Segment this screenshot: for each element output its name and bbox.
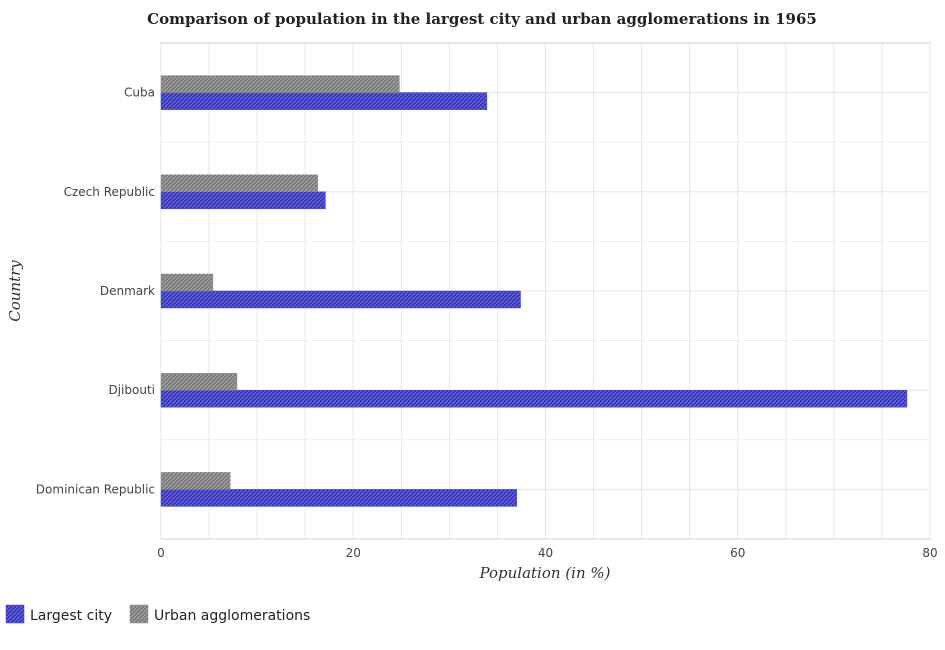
bar-urban-agglomerations [160, 372, 238, 391]
bar-largest-city [160, 290, 521, 309]
bar-largest-city [160, 92, 488, 110]
legend-label: Urban agglomerations [154, 608, 310, 624]
x-tick-label: 20 [346, 546, 361, 560]
bar-urban-agglomerations [160, 174, 318, 193]
bar-largest-city [160, 191, 326, 210]
legend-swatch [129, 604, 149, 624]
y-tick-label: Djibouti [108, 383, 155, 397]
y-tick-label: Cuba [124, 86, 155, 100]
y-tick-label: Czech Republic [64, 185, 155, 199]
legend-swatch [5, 604, 25, 624]
y-tick-label: Dominican Republic [36, 482, 155, 496]
legend: Largest city Urban agglomerations [5, 604, 310, 624]
x-tick-label: 60 [730, 546, 745, 560]
bar-largest-city [160, 389, 908, 408]
bar-urban-agglomerations [160, 75, 400, 93]
y-axis-label: Country [6, 260, 24, 322]
bar-urban-agglomerations [160, 273, 214, 292]
bars [160, 75, 908, 507]
chart-title: Comparison of population in the largest … [147, 10, 817, 28]
y-tick-label: Denmark [100, 284, 155, 298]
x-tick-labels: 0 20 40 60 80 [157, 546, 937, 560]
legend-label: Largest city [30, 608, 112, 624]
x-tick-label: 0 [157, 546, 165, 560]
bar-largest-city [160, 489, 517, 507]
y-tick-labels: Cuba Czech Republic Denmark Djibouti Dominic… [36, 86, 155, 497]
x-axis-label: Population (in %) [479, 564, 611, 582]
x-tick-label: 40 [538, 546, 553, 560]
x-tick-label: 80 [922, 546, 937, 560]
plot-area [160, 42, 931, 540]
bar-urban-agglomerations [160, 472, 231, 490]
